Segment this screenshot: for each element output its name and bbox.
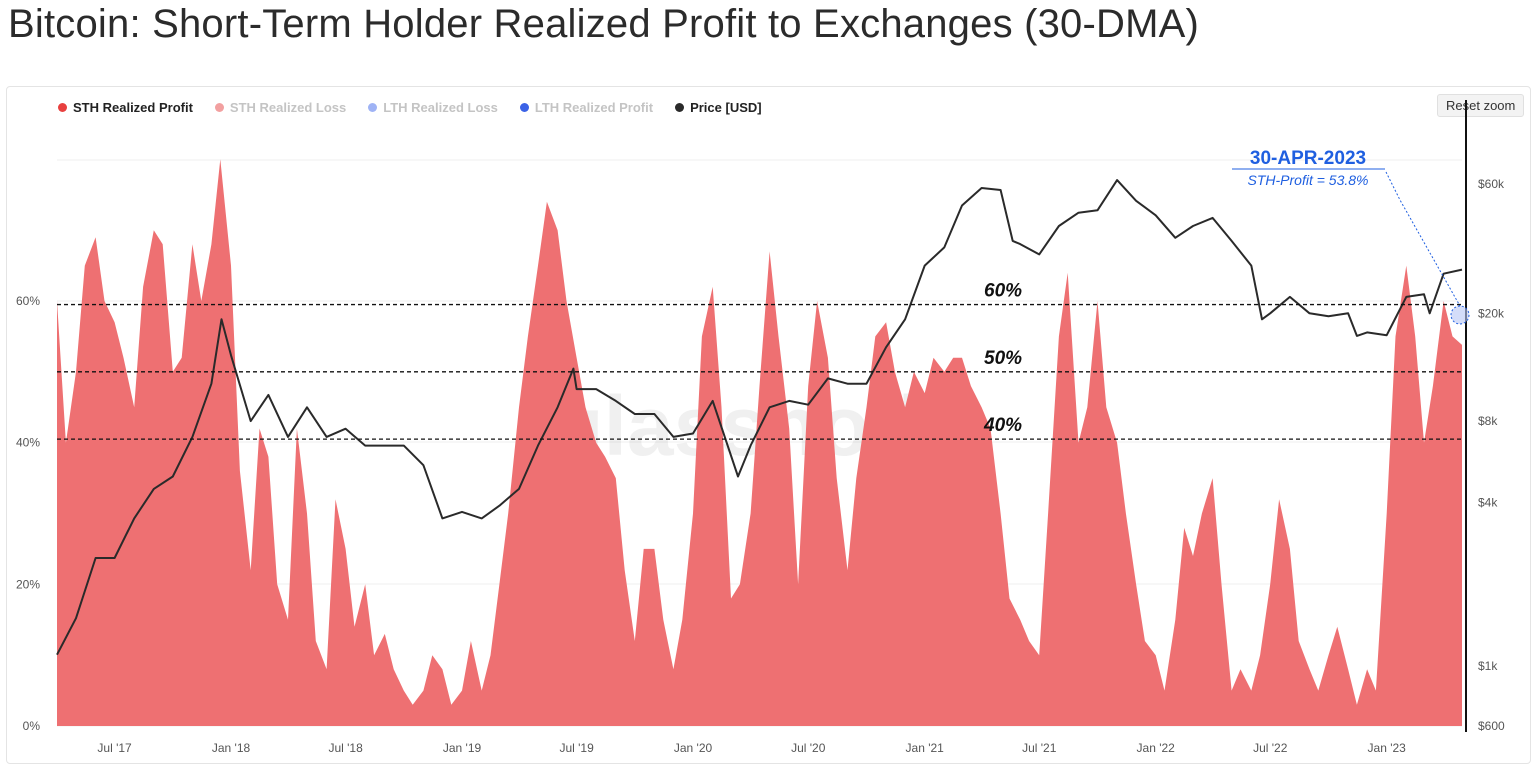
y-left-tick-label: 40%: [16, 436, 40, 450]
page-title: Bitcoin: Short-Term Holder Realized Prof…: [8, 2, 1200, 46]
legend-item-sth-profit[interactable]: STH Realized Profit: [58, 100, 193, 115]
y-right-tick-label: $4k: [1478, 496, 1498, 510]
legend-label: Price [USD]: [690, 100, 762, 115]
y-right-tick-label: $600: [1478, 719, 1505, 733]
annotation-marker: [1450, 305, 1470, 325]
series-sth-realized-profit-area: [57, 159, 1462, 727]
legend-item-lth-loss[interactable]: LTH Realized Loss: [368, 100, 498, 115]
legend-dot: [214, 103, 224, 112]
y-right-tick-label: $60k: [1478, 177, 1505, 191]
legend-label: STH Realized Profit: [73, 100, 193, 115]
reference-line-label: 60%: [984, 281, 1022, 302]
legend-item-lth-profit[interactable]: LTH Realized Profit: [519, 100, 654, 115]
x-tick-label: Jan '22: [1137, 741, 1176, 755]
x-tick-label: Jan '18: [212, 741, 251, 755]
reference-line-label: 50%: [984, 348, 1022, 369]
y-left-tick-label: 60%: [16, 294, 40, 308]
legend-dot: [675, 103, 685, 112]
y-left-tick-label: 20%: [16, 577, 40, 591]
y-right-tick-label: $1k: [1478, 659, 1498, 673]
x-tick-label: Jul '17: [97, 741, 132, 755]
x-tick-label: Jan '23: [1368, 741, 1407, 755]
y-left-tick-label: 0%: [23, 719, 41, 733]
annotation-date: 30-APR-2023: [1250, 148, 1366, 169]
x-tick-label: Jan '21: [906, 741, 945, 755]
chart-legend: STH Realized Profit STH Realized Loss LT…: [58, 100, 762, 115]
x-tick-label: Jul '19: [559, 741, 594, 755]
reset-zoom-button[interactable]: Reset zoom: [1437, 94, 1525, 117]
legend-label: LTH Realized Loss: [383, 100, 498, 115]
legend-dot: [368, 103, 378, 112]
legend-label: STH Realized Loss: [229, 100, 347, 115]
y-right-tick-label: $20k: [1478, 306, 1505, 320]
x-tick-label: Jul '18: [328, 741, 363, 755]
legend-item-sth-loss[interactable]: STH Realized Loss: [214, 100, 347, 115]
x-tick-label: Jan '20: [674, 741, 713, 755]
x-tick-label: Jul '20: [791, 741, 826, 755]
annotation-leader-line: [1385, 171, 1461, 307]
x-tick-label: Jul '21: [1022, 741, 1057, 755]
legend-dot: [519, 103, 529, 112]
x-tick-label: Jan '19: [443, 741, 482, 755]
x-tick-label: Jul '22: [1253, 741, 1288, 755]
y-right-tick-label: $8k: [1478, 414, 1498, 428]
annotation-subtitle: STH-Profit = 53.8%: [1248, 172, 1369, 188]
series-price-line: [56, 179, 1463, 656]
reference-line-label: 40%: [983, 415, 1022, 436]
legend-item-price[interactable]: Price [USD]: [675, 100, 762, 115]
legend-label: LTH Realized Profit: [534, 100, 654, 115]
legend-dot: [58, 103, 67, 112]
